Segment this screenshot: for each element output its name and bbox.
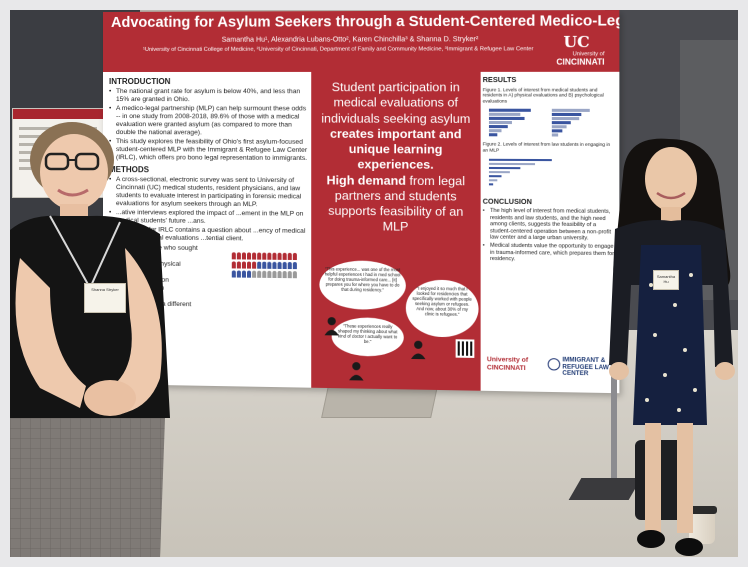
pictogram-people-chart — [232, 252, 299, 293]
pictogram-person-icon — [242, 261, 246, 268]
pictogram-person-icon — [272, 271, 276, 278]
figure-bar — [489, 129, 502, 131]
figure1-bar-chart — [483, 105, 607, 140]
pictogram-person-icon — [232, 252, 236, 259]
pictogram-person-icon — [247, 252, 251, 259]
figure-bar — [552, 126, 567, 128]
uc-logo: University of CINCINNATI — [487, 356, 544, 373]
figure-bar — [489, 166, 520, 169]
pictogram-person-icon — [252, 271, 256, 278]
figure-bar — [552, 121, 571, 124]
pictogram-person-icon — [288, 253, 292, 260]
center-key-message: Student participation in medical evaluat… — [317, 80, 474, 236]
pictogram-person-icon — [267, 271, 271, 278]
figure-bar — [552, 117, 579, 120]
intro-bullet: The national grant rate for asylum is be… — [109, 88, 309, 104]
pictogram-person-icon — [232, 270, 236, 277]
figure1-caption: Figure 1. Levels of interest from medica… — [483, 87, 615, 104]
figure2-bar-chart — [483, 154, 607, 196]
figure-bar — [489, 117, 525, 120]
pictogram-person-icon — [237, 270, 241, 277]
name-badge-right: Samantha Hu — [653, 270, 679, 290]
figure-bar — [552, 130, 563, 132]
student-avatar-icon — [348, 360, 364, 381]
figure-bar — [552, 113, 581, 116]
pictogram-person-icon — [257, 262, 261, 269]
pictogram-person-icon — [283, 262, 287, 269]
figure-bar — [489, 175, 502, 178]
figure-bar — [552, 109, 590, 112]
pictogram-person-icon — [242, 271, 246, 278]
pictogram-person-icon — [293, 262, 297, 269]
pictogram-person-icon — [283, 253, 287, 260]
pictogram-person-icon — [278, 253, 282, 260]
pictogram-person-icon — [262, 253, 266, 260]
pictogram-person-icon — [257, 271, 261, 278]
presenter-left — [10, 118, 180, 558]
pictogram-person-icon — [237, 252, 241, 259]
pictogram-person-icon — [293, 253, 297, 260]
poster-header: Advocating for Asylum Seekers through a … — [103, 10, 619, 72]
figure-bar — [489, 121, 512, 124]
pictogram-person-icon — [283, 271, 287, 278]
figure-bar — [489, 158, 552, 161]
figure-bar — [552, 134, 558, 136]
figure-bar — [489, 179, 497, 181]
poster-authors: Samantha Hu¹, Alexandria Lubans-Otto², K… — [222, 36, 479, 44]
quote-bubble: "This experience... was one of the most … — [319, 260, 405, 310]
pictogram-person-icon — [252, 253, 256, 260]
poster-center-panel: Student participation in medical evaluat… — [311, 72, 480, 391]
intro-heading: INTRODUCTION — [109, 77, 309, 87]
name-badge-left: Shanna Stryker — [84, 283, 126, 313]
pictogram-person-icon — [252, 262, 256, 269]
figure-bar — [489, 125, 508, 127]
qr-code-icon — [456, 339, 475, 358]
poster-title: Advocating for Asylum Seekers through a … — [111, 13, 619, 31]
uc-logo-text: University of CINCINNATI — [556, 51, 604, 66]
pictogram-person-icon — [247, 271, 251, 278]
pictogram-person-icon — [262, 262, 266, 269]
irlc-badge-icon — [548, 358, 561, 371]
pictogram-person-icon — [242, 252, 246, 259]
pictogram-person-icon — [232, 261, 236, 268]
pictogram-person-icon — [293, 271, 297, 278]
figure-bar — [489, 113, 520, 116]
figure-bar — [489, 109, 531, 112]
pictogram-person-icon — [247, 262, 251, 269]
figure-bar — [489, 134, 497, 136]
pictogram-person-icon — [272, 253, 276, 260]
pictogram-person-icon — [267, 253, 271, 260]
pictogram-person-icon — [262, 271, 266, 278]
pictogram-person-icon — [278, 262, 282, 269]
figure-bar — [489, 171, 510, 174]
research-poster: Advocating for Asylum Seekers through a … — [103, 10, 619, 393]
pictogram-person-icon — [288, 271, 292, 278]
results-heading: RESULTS — [483, 77, 615, 86]
pictogram-person-icon — [257, 253, 261, 260]
pictogram-person-icon — [278, 271, 282, 278]
quote-bubble: "These experiences really shaped my thin… — [332, 317, 404, 357]
pictogram-person-icon — [288, 262, 292, 269]
figure-bar — [489, 162, 535, 165]
quote-bubble: "I enjoyed it so much that I looked for … — [406, 279, 479, 337]
pictogram-person-icon — [237, 261, 241, 268]
student-avatar-icon — [410, 339, 427, 360]
student-avatar-icon — [323, 315, 339, 335]
presenter-right — [595, 135, 745, 565]
uc-logo-mark: UC — [563, 33, 589, 52]
figure-bar — [489, 183, 493, 185]
pictogram-person-icon — [267, 262, 271, 269]
pictogram-person-icon — [272, 262, 276, 269]
poster-affiliations: ¹University of Cincinnati College of Med… — [143, 46, 533, 53]
